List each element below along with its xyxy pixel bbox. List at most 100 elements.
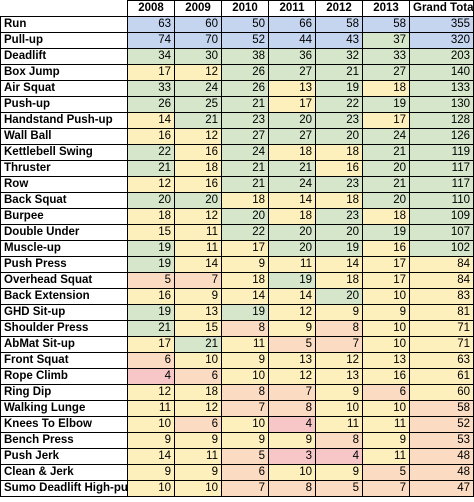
year-count-cell[interactable]: 7 [315,336,363,353]
year-count-cell[interactable]: 9 [127,464,175,481]
year-count-cell[interactable]: 16 [174,176,222,193]
year-count-cell[interactable]: 20 [315,224,363,241]
year-count-cell[interactable]: 11 [268,256,316,273]
year-count-cell[interactable]: 21 [315,64,363,81]
grand-total-cell[interactable]: 355 [409,16,474,33]
year-count-cell[interactable]: 23 [315,208,363,225]
year-count-cell[interactable]: 18 [221,192,269,209]
year-count-cell[interactable]: 7 [174,272,222,289]
year-count-cell[interactable]: 13 [315,368,363,385]
year-count-cell[interactable]: 18 [315,144,363,161]
year-count-cell[interactable]: 4 [127,368,175,385]
movement-name-cell[interactable]: Push Jerk [0,448,128,465]
year-count-cell[interactable]: 14 [268,288,316,305]
year-count-cell[interactable]: 6 [127,352,175,369]
year-count-cell[interactable]: 24 [268,176,316,193]
year-count-cell[interactable]: 9 [315,464,363,481]
year-count-cell[interactable]: 19 [127,240,175,257]
year-count-cell[interactable]: 16 [315,160,363,177]
grand-total-cell[interactable]: 126 [409,128,474,145]
grand-total-cell[interactable]: 48 [409,448,474,465]
year-count-cell[interactable]: 19 [315,80,363,97]
grand-total-cell[interactable]: 107 [409,224,474,241]
year-count-cell[interactable]: 23 [315,112,363,129]
grand-total-cell[interactable]: 52 [409,416,474,433]
year-count-cell[interactable]: 25 [174,96,222,113]
year-count-cell[interactable]: 17 [221,240,269,257]
year-count-cell[interactable]: 8 [221,384,269,401]
year-count-cell[interactable]: 21 [174,112,222,129]
year-count-cell[interactable]: 58 [362,16,410,33]
movement-name-cell[interactable]: Double Under [0,224,128,241]
year-count-cell[interactable]: 18 [174,160,222,177]
year-count-cell[interactable]: 14 [268,192,316,209]
year-count-cell[interactable]: 18 [221,272,269,289]
year-count-cell[interactable]: 7 [221,400,269,417]
year-count-cell[interactable]: 19 [362,224,410,241]
year-count-cell[interactable]: 19 [362,96,410,113]
movement-name-cell[interactable]: Push Press [0,256,128,273]
year-count-cell[interactable]: 20 [221,208,269,225]
year-count-cell[interactable]: 27 [362,64,410,81]
year-count-cell[interactable]: 9 [174,288,222,305]
movement-name-cell[interactable]: Thruster [0,160,128,177]
year-count-cell[interactable]: 43 [315,32,363,49]
year-count-cell[interactable]: 16 [127,128,175,145]
year-count-cell[interactable]: 24 [362,128,410,145]
year-count-cell[interactable]: 18 [315,192,363,209]
movement-name-cell[interactable]: Pull-up [0,32,128,49]
year-count-cell[interactable]: 14 [221,288,269,305]
year-count-cell[interactable]: 11 [221,336,269,353]
year-count-cell[interactable]: 14 [174,256,222,273]
movement-name-cell[interactable]: Rope Climb [0,368,128,385]
year-count-cell[interactable]: 16 [127,288,175,305]
grand-total-cell[interactable]: 140 [409,64,474,81]
year-count-cell[interactable]: 8 [268,400,316,417]
year-count-cell[interactable]: 19 [221,304,269,321]
year-count-cell[interactable]: 12 [174,128,222,145]
grand-total-cell[interactable]: 320 [409,32,474,49]
grand-total-cell[interactable]: 81 [409,304,474,321]
year-count-cell[interactable]: 9 [315,304,363,321]
grand-total-cell[interactable]: 133 [409,80,474,97]
year-count-cell[interactable]: 74 [127,32,175,49]
column-header[interactable]: 2009 [174,0,222,17]
year-count-cell[interactable]: 27 [221,128,269,145]
movement-name-cell[interactable]: AbMat Sit-up [0,336,128,353]
year-count-cell[interactable]: 58 [315,16,363,33]
year-count-cell[interactable]: 11 [362,448,410,465]
movement-name-cell[interactable]: Row [0,176,128,193]
year-count-cell[interactable]: 10 [315,400,363,417]
grand-total-cell[interactable]: 63 [409,352,474,369]
movement-name-cell[interactable]: Sumo Deadlift High-pull [0,480,128,497]
year-count-cell[interactable]: 22 [221,224,269,241]
year-count-cell[interactable]: 11 [174,448,222,465]
year-count-cell[interactable]: 20 [127,192,175,209]
year-count-cell[interactable]: 6 [174,416,222,433]
grand-total-cell[interactable]: 53 [409,432,474,449]
grand-total-cell[interactable]: 130 [409,96,474,113]
column-header-grand-total[interactable]: Grand Total [409,0,474,17]
year-count-cell[interactable]: 4 [315,448,363,465]
year-count-cell[interactable]: 60 [174,16,222,33]
year-count-cell[interactable]: 6 [221,464,269,481]
year-count-cell[interactable]: 17 [362,256,410,273]
grand-total-cell[interactable]: 48 [409,464,474,481]
year-count-cell[interactable]: 52 [221,32,269,49]
movement-name-cell[interactable]: Kettlebell Swing [0,144,128,161]
year-count-cell[interactable]: 20 [268,240,316,257]
year-count-cell[interactable]: 9 [268,320,316,337]
year-count-cell[interactable]: 10 [362,320,410,337]
year-count-cell[interactable]: 7 [221,480,269,497]
year-count-cell[interactable]: 12 [174,64,222,81]
year-count-cell[interactable]: 6 [362,384,410,401]
movement-name-cell[interactable]: Clean & Jerk [0,464,128,481]
year-count-cell[interactable]: 20 [315,288,363,305]
year-count-cell[interactable]: 13 [174,304,222,321]
column-header[interactable]: 2008 [127,0,175,17]
year-count-cell[interactable]: 12 [268,304,316,321]
year-count-cell[interactable]: 5 [315,480,363,497]
grand-total-cell[interactable]: 102 [409,240,474,257]
year-count-cell[interactable]: 14 [127,112,175,129]
year-count-cell[interactable]: 8 [268,480,316,497]
